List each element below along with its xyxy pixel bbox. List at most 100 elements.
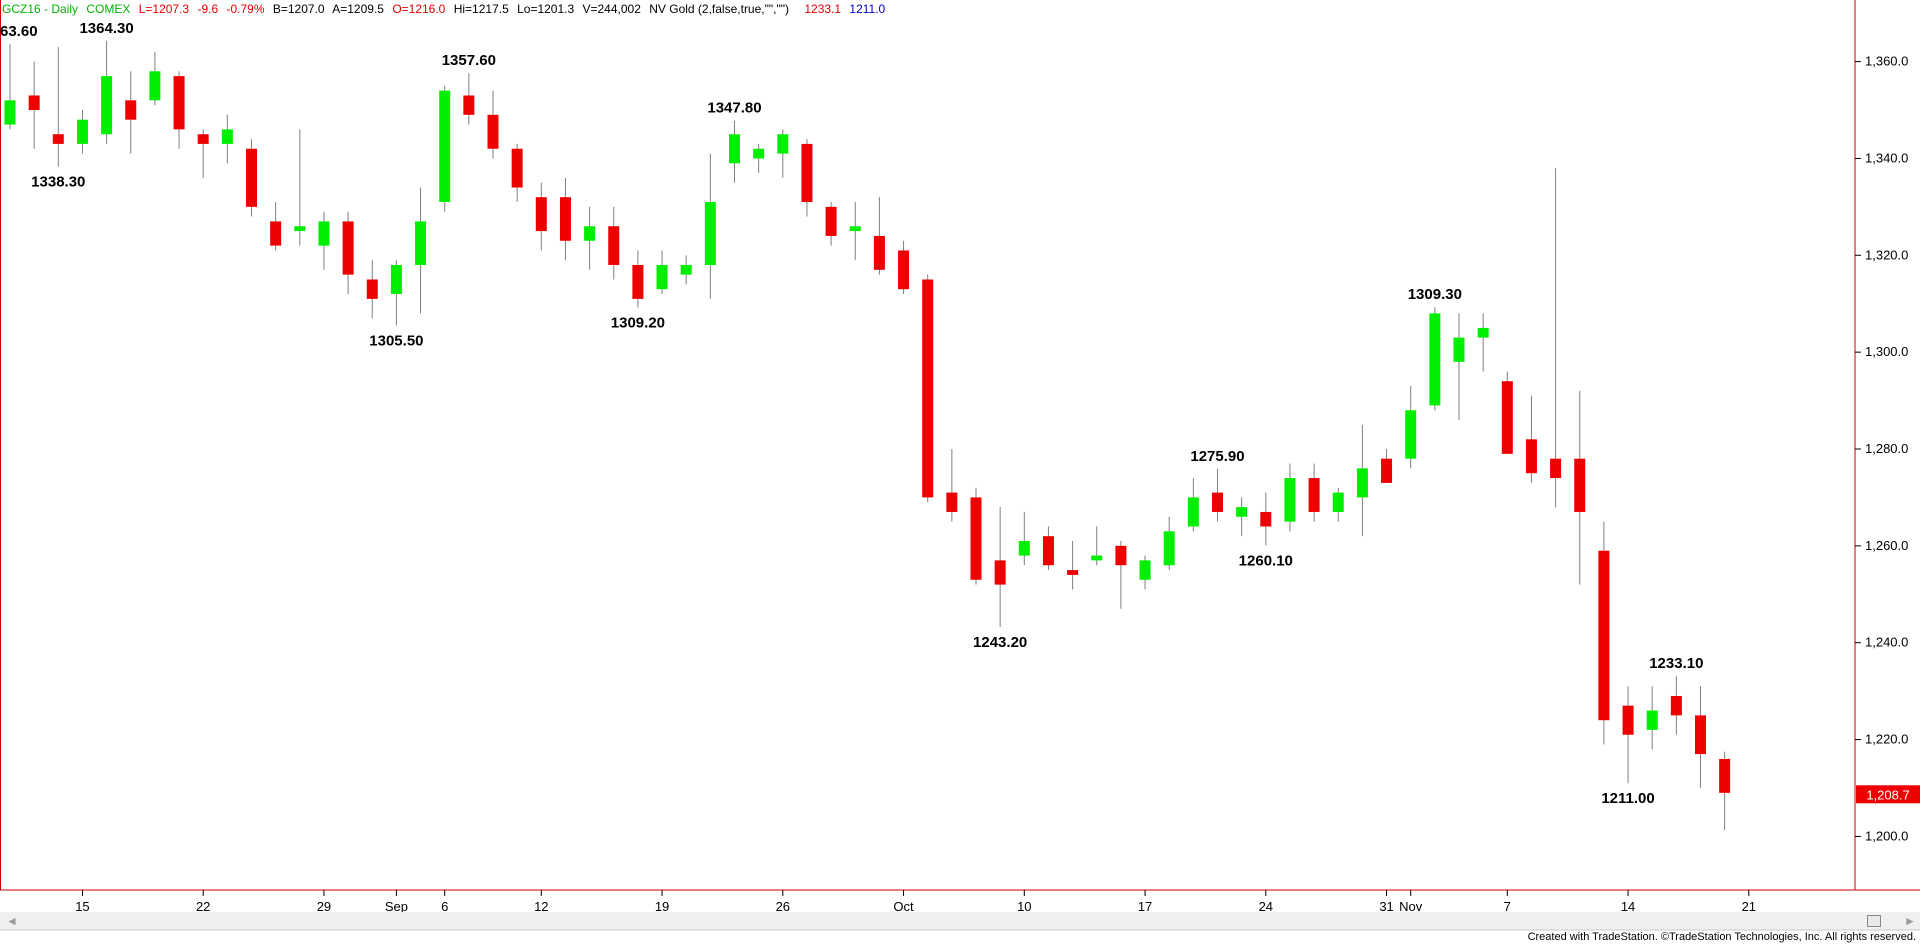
candle-down — [1501, 381, 1513, 454]
study-value-1: 1233.1 — [804, 2, 842, 16]
x-tick-label: 15 — [75, 899, 89, 914]
candle-up — [149, 71, 161, 101]
candle-up — [1163, 531, 1175, 566]
last-price: L=1207.3 — [138, 2, 190, 16]
price-annotation: 1243.20 — [973, 634, 1027, 651]
study-name: NV Gold (2,false,true,"","") — [649, 2, 789, 16]
price-annotation: 1357.60 — [442, 52, 496, 69]
candle-down — [1550, 458, 1562, 479]
x-tick-label: 14 — [1621, 899, 1635, 914]
candle-down — [197, 134, 209, 144]
low-price: Lo=1201.3 — [517, 2, 575, 16]
net-change: -9.6 — [197, 2, 219, 16]
candle-up — [1429, 313, 1441, 406]
x-tick-label: 19 — [655, 899, 669, 914]
candle-down — [994, 560, 1006, 585]
exchange-label: COMEX — [86, 2, 131, 16]
candle-down — [342, 221, 354, 275]
y-tick-label: 1,300.0 — [1865, 344, 1908, 359]
x-tick-label: 6 — [441, 899, 448, 914]
candle-down — [1719, 758, 1731, 793]
candle-down — [608, 226, 620, 265]
candle-up — [1139, 560, 1151, 580]
candle-down — [173, 76, 185, 130]
symbol-label: GCZ16 - Daily — [2, 2, 79, 16]
candle-down — [970, 497, 982, 580]
y-tick-label: 1,240.0 — [1865, 635, 1908, 650]
x-tick-label: 12 — [534, 899, 548, 914]
candle-up — [1477, 327, 1489, 338]
candle-up — [584, 226, 596, 241]
y-tick-label: 1,320.0 — [1865, 247, 1908, 262]
candle-up — [729, 134, 740, 164]
x-tick-label: 22 — [196, 899, 210, 914]
scroll-right-icon[interactable]: ► — [1904, 914, 1916, 928]
x-tick-label: 31 — [1379, 899, 1393, 914]
candle-up — [415, 221, 427, 265]
candle-down — [1574, 458, 1586, 512]
candle-down — [946, 492, 958, 512]
x-tick-label: 24 — [1259, 899, 1273, 914]
candle-up — [4, 100, 16, 125]
candle-up — [390, 264, 402, 295]
footer-copyright: Created with TradeStation. ©TradeStation… — [1527, 931, 1916, 943]
candle-down — [801, 143, 813, 203]
candle-down — [1622, 705, 1634, 735]
candle-down — [463, 95, 475, 115]
candle-down — [1042, 536, 1054, 566]
candle-up — [1187, 497, 1199, 527]
candle-down — [535, 197, 547, 232]
price-annotation: 1211.00 — [1601, 790, 1654, 807]
candle-down — [1308, 478, 1320, 512]
scrollbar-thumb[interactable] — [1867, 915, 1881, 927]
candle-down — [270, 221, 282, 246]
x-tick-label: 7 — [1504, 899, 1511, 914]
candle-up — [318, 221, 330, 246]
candle-down — [632, 264, 644, 299]
scroll-left-icon[interactable]: ◄ — [6, 914, 18, 928]
ask-price: A=1209.5 — [332, 2, 384, 16]
candle-up — [101, 76, 113, 135]
last-price-marker-label: 1,208.7 — [1866, 787, 1909, 802]
candle-down — [1695, 715, 1706, 755]
candle-up — [704, 202, 716, 265]
y-tick-label: 1,220.0 — [1865, 732, 1908, 747]
candle-down — [1260, 511, 1272, 527]
candle-down — [825, 206, 837, 236]
scrollbar-track — [0, 912, 1920, 930]
price-annotation: 1233.10 — [1649, 655, 1703, 672]
price-annotation: 1305.50 — [369, 333, 423, 350]
x-tick-label: 10 — [1017, 899, 1031, 914]
y-tick-label: 1,260.0 — [1865, 538, 1908, 553]
open-price: O=1216.0 — [392, 2, 446, 16]
y-tick-label: 1,340.0 — [1865, 150, 1908, 165]
price-annotation: 1260.10 — [1239, 552, 1293, 569]
candle-down — [511, 148, 523, 188]
candle-up — [439, 90, 451, 203]
price-annotation: 1309.30 — [1408, 286, 1462, 303]
x-tick-label: 17 — [1138, 899, 1152, 914]
candle-up — [753, 148, 765, 159]
candle-up — [294, 226, 306, 232]
y-tick-label: 1,360.0 — [1865, 54, 1908, 69]
candle-down — [28, 95, 40, 111]
price-annotation: 63.60 — [0, 23, 38, 40]
high-price: Hi=1217.5 — [453, 2, 509, 16]
candle-up — [656, 264, 668, 290]
candle-down — [1525, 439, 1537, 474]
price-annotation: 1364.30 — [79, 20, 133, 37]
candle-down — [246, 148, 257, 207]
candle-down — [125, 100, 137, 120]
candle-down — [1381, 458, 1393, 483]
candle-up — [1453, 337, 1465, 362]
x-tick-label: Sep — [385, 899, 408, 914]
chart-header: GCZ16 - Daily COMEX L=1207.3 -9.6 -0.79%… — [2, 2, 890, 16]
price-annotation: 1309.20 — [611, 315, 665, 332]
candle-down — [1598, 550, 1610, 721]
x-tick-label: 29 — [317, 899, 331, 914]
candle-up — [680, 264, 692, 275]
y-tick-label: 1,280.0 — [1865, 441, 1908, 456]
x-tick-label: 26 — [776, 899, 790, 914]
study-value-2: 1211.0 — [849, 2, 886, 16]
